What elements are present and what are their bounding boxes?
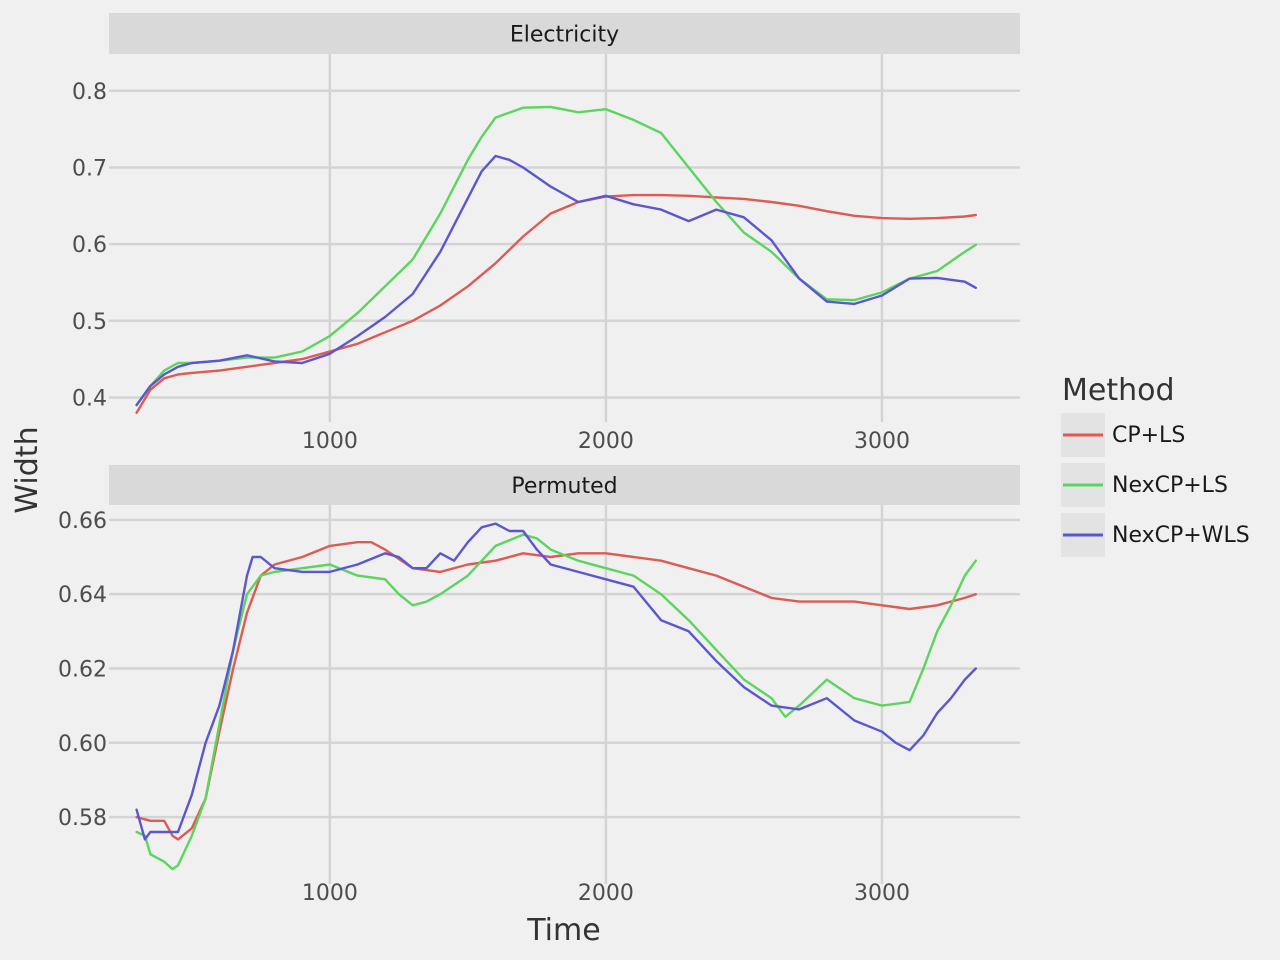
x-axis-title: Time (526, 913, 600, 948)
series-line-nexcp-wls (135, 154, 977, 407)
legend-item: NexCP+LS (1061, 463, 1228, 507)
y-tick-label: 0.5 (72, 310, 107, 335)
y-tick-label: 0.60 (58, 732, 107, 757)
x-tick-label: 2000 (578, 881, 634, 906)
strip-background (109, 465, 1020, 505)
y-tick-label: 0.8 (72, 80, 107, 105)
y-tick-label: 0.62 (58, 657, 107, 682)
legend-label: CP+LS (1112, 423, 1185, 448)
panel-1: Permuted 0.58 0.60 0.62 0.64 0.66 1000 2000 3000 (58, 465, 1020, 906)
y-tick-label: 0.7 (72, 156, 107, 181)
legend-label: NexCP+WLS (1112, 523, 1250, 548)
y-tick-label: 0.64 (58, 583, 107, 608)
y-tick-label: 0.6 (72, 233, 107, 258)
series-line-cp-ls (135, 193, 977, 414)
legend-item: NexCP+WLS (1061, 513, 1250, 557)
legend-label: NexCP+LS (1112, 473, 1228, 498)
y-tick-label: 0.66 (58, 509, 107, 534)
x-tick-label: 1000 (302, 429, 358, 454)
x-tick-label: 3000 (854, 881, 910, 906)
series-line-cp-ls (135, 541, 977, 841)
y-tick-label: 0.58 (58, 806, 107, 831)
x-tick-label: 3000 (854, 429, 910, 454)
strip-label: Permuted (511, 474, 617, 499)
y-tick-label: 0.4 (72, 386, 107, 411)
legend: Method CP+LS NexCP+LS NexCP+WLS (1061, 373, 1250, 557)
legend-title: Method (1062, 373, 1175, 408)
y-axis-title: Width (10, 426, 45, 513)
legend-item: CP+LS (1061, 413, 1185, 457)
strip-background (109, 13, 1020, 54)
series-line-nexcp-ls (135, 533, 977, 871)
x-tick-label: 1000 (302, 881, 358, 906)
series-line-nexcp-ls (135, 105, 977, 407)
panel-0: Electricity 0.4 0.5 0.6 0.7 0.8 1000 2000 3000 (72, 13, 1020, 454)
series-line-nexcp-wls (135, 522, 977, 841)
x-tick-label: 2000 (578, 429, 634, 454)
strip-label: Electricity (510, 23, 619, 48)
legend-items: CP+LS NexCP+LS NexCP+WLS (1061, 413, 1250, 557)
